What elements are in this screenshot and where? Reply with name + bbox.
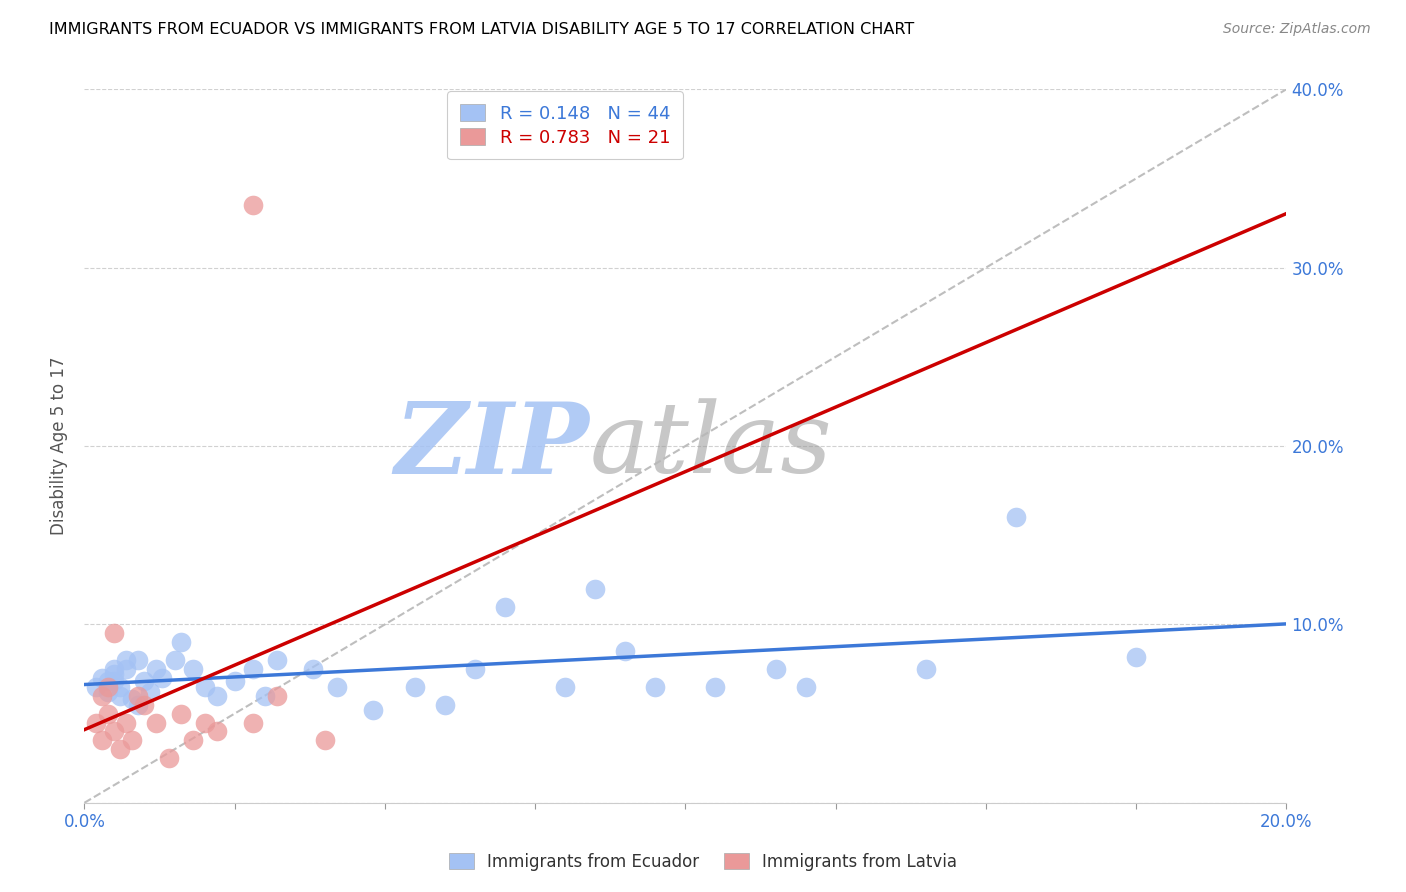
Point <box>314 733 336 747</box>
Point <box>91 689 114 703</box>
Point <box>121 733 143 747</box>
Point <box>464 662 486 676</box>
Point <box>103 662 125 676</box>
Point <box>644 680 666 694</box>
Point <box>242 662 264 676</box>
Point <box>157 751 180 765</box>
Point <box>127 698 149 712</box>
Point <box>86 715 108 730</box>
Point <box>145 715 167 730</box>
Point <box>139 685 162 699</box>
Point <box>103 626 125 640</box>
Text: atlas: atlas <box>589 399 832 493</box>
Point <box>554 680 576 694</box>
Point <box>134 674 156 689</box>
Point <box>1005 510 1028 524</box>
Point <box>110 680 132 694</box>
Point <box>242 715 264 730</box>
Point <box>266 689 288 703</box>
Point <box>181 662 204 676</box>
Point <box>86 680 108 694</box>
Point <box>163 653 186 667</box>
Point <box>91 733 114 747</box>
Point <box>110 742 132 756</box>
Point <box>253 689 276 703</box>
Legend: Immigrants from Ecuador, Immigrants from Latvia: Immigrants from Ecuador, Immigrants from… <box>440 845 966 880</box>
Point <box>127 689 149 703</box>
Point <box>181 733 204 747</box>
Point <box>765 662 787 676</box>
Point <box>115 662 138 676</box>
Point <box>169 635 191 649</box>
Y-axis label: Disability Age 5 to 17: Disability Age 5 to 17 <box>51 357 69 535</box>
Legend: R = 0.148   N = 44, R = 0.783   N = 21: R = 0.148 N = 44, R = 0.783 N = 21 <box>447 91 683 160</box>
Point <box>115 715 138 730</box>
Point <box>794 680 817 694</box>
Point <box>704 680 727 694</box>
Text: Source: ZipAtlas.com: Source: ZipAtlas.com <box>1223 22 1371 37</box>
Point <box>205 724 228 739</box>
Point <box>326 680 349 694</box>
Point <box>152 671 174 685</box>
Point <box>583 582 606 596</box>
Point <box>301 662 323 676</box>
Point <box>103 667 125 681</box>
Point <box>494 599 516 614</box>
Point <box>242 198 264 212</box>
Point <box>361 703 384 717</box>
Point <box>145 662 167 676</box>
Point <box>97 674 120 689</box>
Text: ZIP: ZIP <box>394 398 589 494</box>
Point <box>404 680 426 694</box>
Point <box>205 689 228 703</box>
Point <box>194 715 217 730</box>
Point <box>121 692 143 706</box>
Point <box>1125 649 1147 664</box>
Point <box>915 662 938 676</box>
Point <box>115 653 138 667</box>
Point <box>97 680 120 694</box>
Point <box>110 689 132 703</box>
Point <box>97 685 120 699</box>
Point <box>434 698 457 712</box>
Point <box>97 706 120 721</box>
Point <box>266 653 288 667</box>
Point <box>134 698 156 712</box>
Point <box>169 706 191 721</box>
Point <box>103 724 125 739</box>
Point <box>127 653 149 667</box>
Point <box>194 680 217 694</box>
Point <box>614 644 637 658</box>
Point <box>91 671 114 685</box>
Point <box>103 674 125 689</box>
Point <box>224 674 246 689</box>
Text: IMMIGRANTS FROM ECUADOR VS IMMIGRANTS FROM LATVIA DISABILITY AGE 5 TO 17 CORRELA: IMMIGRANTS FROM ECUADOR VS IMMIGRANTS FR… <box>49 22 914 37</box>
